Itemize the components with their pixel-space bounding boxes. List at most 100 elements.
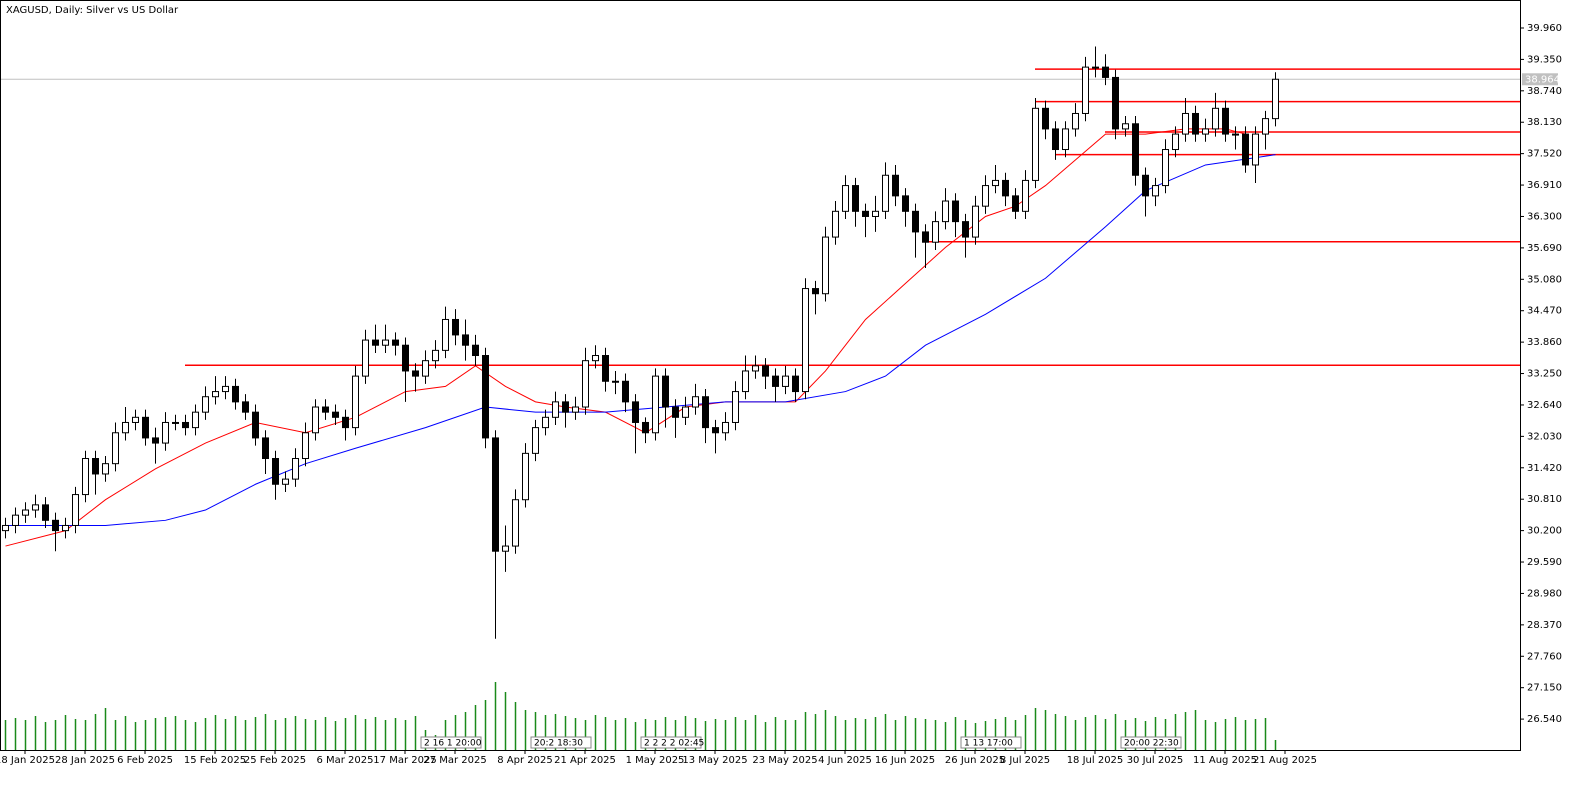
candle-body	[612, 380, 619, 383]
candle-body	[192, 411, 199, 429]
candle-body	[582, 360, 589, 408]
candle-body	[322, 406, 329, 413]
candle-body	[382, 339, 389, 346]
candle-body	[12, 514, 19, 526]
candle-body	[1212, 107, 1219, 130]
candle-body	[432, 349, 439, 362]
candle-body	[932, 221, 939, 243]
candle-body	[772, 375, 779, 387]
candle-body	[452, 318, 459, 336]
candle-body	[482, 355, 489, 439]
candle-body	[1092, 66, 1099, 69]
candle-body	[942, 200, 949, 223]
event-label: 20:00 22:30	[1124, 739, 1179, 749]
candle-body	[1132, 123, 1139, 176]
candle-body	[702, 396, 709, 429]
candle-body	[1252, 133, 1259, 166]
candle-body	[522, 452, 529, 501]
event-box	[1120, 736, 1182, 749]
candle-body	[102, 463, 109, 475]
candle-body	[762, 365, 769, 377]
candle-body	[182, 421, 189, 429]
candle-body	[232, 385, 239, 403]
candle-body	[532, 427, 539, 454]
candle-body	[872, 210, 879, 217]
event-box	[530, 736, 592, 749]
x-tick-label: 23 May 2025	[752, 755, 817, 766]
candle-body	[212, 391, 219, 398]
candle-body	[552, 401, 559, 418]
candle-body	[172, 421, 179, 424]
candle-body	[1172, 133, 1179, 151]
event-label: 20:2 18:30	[534, 739, 583, 749]
event-label: 1 13 17:00	[964, 739, 1013, 749]
candle-body	[462, 334, 469, 346]
x-tick-label: 27 Mar 2025	[423, 755, 486, 766]
bid-box	[1522, 73, 1558, 86]
candle-body	[162, 421, 169, 444]
event-box	[640, 736, 702, 749]
candle-body	[1142, 174, 1149, 197]
candle-body	[492, 437, 499, 552]
event-box	[420, 736, 482, 749]
candle-body	[1112, 76, 1119, 130]
candle-body	[992, 179, 999, 187]
y-tick-label: 26.540	[1527, 714, 1562, 725]
candle-body	[892, 174, 899, 197]
candle-body	[1272, 78, 1279, 120]
y-tick-label: 37.520	[1527, 149, 1562, 160]
candle-body	[632, 401, 639, 423]
candle-body	[1072, 112, 1079, 130]
plot-frame	[0, 0, 1521, 751]
candle-body	[712, 427, 719, 434]
x-tick-label: 11 Aug 2025	[1193, 755, 1257, 766]
y-tick-label: 27.760	[1527, 651, 1562, 662]
candle-body	[842, 185, 849, 212]
candle-body	[442, 318, 449, 351]
candle-body	[362, 339, 369, 377]
candle-body	[792, 375, 799, 393]
candle-body	[272, 458, 279, 485]
y-tick-label: 28.370	[1527, 620, 1562, 631]
candle-body	[542, 416, 549, 429]
y-tick-label: 28.980	[1527, 588, 1562, 599]
candle-body	[242, 401, 249, 413]
moving-average	[5, 128, 1246, 547]
candle-body	[862, 210, 869, 217]
y-tick-label: 27.150	[1527, 683, 1562, 694]
x-tick-label: 1 May 2025	[626, 755, 685, 766]
candle-body	[1042, 107, 1049, 130]
candle-body	[352, 375, 359, 429]
candle-body	[1262, 118, 1269, 135]
candle-body	[1082, 66, 1089, 114]
x-tick-label: 21 Apr 2025	[554, 755, 616, 766]
candle-body	[92, 458, 99, 475]
candle-body	[1002, 179, 1009, 197]
candle-body	[812, 288, 819, 295]
candle-body	[512, 499, 519, 547]
x-tick-label: 18 Jan 2025	[0, 755, 55, 766]
x-tick-label: 17 Mar 2025	[373, 755, 436, 766]
y-tick-label: 31.420	[1527, 463, 1562, 474]
candle-body	[112, 432, 119, 465]
candle-body	[72, 494, 79, 526]
x-tick-label: 21 Aug 2025	[1253, 755, 1317, 766]
y-tick-label: 33.860	[1527, 337, 1562, 348]
chart-title: XAGUSD, Daily: Silver vs US Dollar	[6, 5, 179, 16]
candle-body	[752, 365, 759, 372]
candle-body	[692, 396, 699, 408]
y-tick-label: 29.590	[1527, 557, 1562, 568]
candle-body	[922, 231, 929, 243]
x-tick-label: 28 Jan 2025	[55, 755, 115, 766]
candle-body	[562, 401, 569, 413]
candle-body	[22, 509, 29, 516]
candle-body	[32, 504, 39, 511]
y-tick-label: 32.030	[1527, 431, 1562, 442]
y-tick-label: 38.740	[1527, 86, 1562, 97]
candle-body	[652, 375, 659, 434]
x-tick-label: 25 Feb 2025	[244, 755, 306, 766]
candle-body	[332, 411, 339, 418]
candle-body	[412, 370, 419, 377]
candle-body	[972, 205, 979, 238]
